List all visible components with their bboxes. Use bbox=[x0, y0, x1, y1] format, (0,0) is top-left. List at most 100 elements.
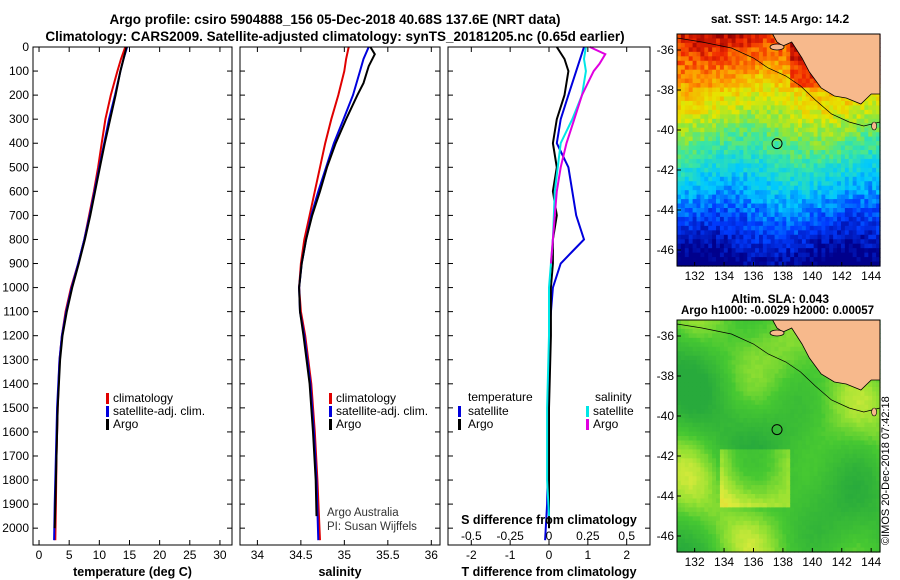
sla-cell bbox=[712, 458, 717, 464]
sst-cell bbox=[825, 234, 830, 240]
sla-cell bbox=[766, 328, 772, 334]
sst-cell bbox=[817, 127, 823, 133]
sla-cell bbox=[758, 413, 764, 419]
sst-cell bbox=[755, 34, 760, 40]
sst-cell bbox=[708, 257, 713, 263]
sla-cell bbox=[692, 467, 698, 473]
temperature-series-1 bbox=[53, 46, 129, 541]
sst-cell bbox=[677, 208, 682, 214]
sla-cell bbox=[677, 395, 682, 401]
sst-cell bbox=[677, 212, 682, 218]
sla-cell bbox=[735, 404, 741, 410]
sst-cell bbox=[840, 257, 846, 263]
sst-cell bbox=[751, 87, 756, 93]
sst-cell bbox=[747, 185, 752, 191]
sla-cell bbox=[805, 413, 811, 419]
sst-cell bbox=[848, 176, 854, 182]
sla-cell bbox=[813, 391, 819, 397]
sla-cell bbox=[704, 422, 709, 428]
sla-cell bbox=[688, 355, 694, 361]
sla-cell bbox=[786, 543, 791, 549]
sla-cell bbox=[692, 489, 698, 495]
sla-cell bbox=[805, 494, 811, 500]
sla-cell bbox=[758, 431, 764, 437]
sla-cell bbox=[716, 431, 721, 437]
sst-cell bbox=[770, 212, 776, 218]
sla-cell bbox=[704, 444, 709, 450]
sst-cell bbox=[755, 167, 760, 173]
sst-cell bbox=[716, 92, 721, 98]
sst-cell bbox=[766, 163, 772, 169]
sst-cell bbox=[739, 181, 744, 187]
sla-cell bbox=[743, 328, 748, 334]
sst-cell bbox=[829, 100, 834, 106]
sst-cell bbox=[731, 92, 737, 98]
sst-cell bbox=[798, 109, 803, 115]
sst-cell bbox=[758, 87, 764, 93]
sla-cell bbox=[708, 431, 713, 437]
sst-cell bbox=[856, 145, 862, 151]
sla-cell bbox=[747, 511, 752, 517]
sst-cell bbox=[798, 261, 803, 267]
sst-cell bbox=[712, 167, 717, 173]
sst-cell bbox=[731, 109, 737, 115]
sst-cell bbox=[751, 136, 756, 142]
sst-cell bbox=[684, 167, 690, 173]
sst-cell bbox=[794, 136, 799, 142]
sst-kangaroo-island bbox=[769, 43, 785, 51]
sst-cell bbox=[801, 154, 807, 160]
sla-cell bbox=[743, 543, 748, 549]
sst-cell bbox=[712, 96, 717, 102]
sst-cell bbox=[770, 243, 776, 249]
sst-cell bbox=[743, 239, 748, 245]
sla-cell bbox=[755, 476, 760, 482]
sla-cell bbox=[786, 378, 791, 384]
sst-cell bbox=[825, 100, 830, 106]
sla-cell bbox=[735, 337, 741, 343]
sst-cell bbox=[747, 167, 752, 173]
sst-cell bbox=[735, 261, 741, 267]
sst-cell bbox=[825, 216, 830, 222]
sla-cell bbox=[766, 507, 772, 513]
sla-cell bbox=[739, 547, 744, 553]
sst-cell bbox=[860, 257, 865, 263]
sla-cell bbox=[716, 498, 721, 504]
sst-cell bbox=[727, 234, 733, 240]
sla-cell bbox=[790, 427, 795, 433]
sst-cell bbox=[739, 78, 744, 84]
sla-cell bbox=[801, 444, 807, 450]
sst-cell bbox=[782, 109, 787, 115]
sst-cell bbox=[747, 230, 752, 236]
sst-cell bbox=[712, 221, 717, 227]
sst-cell bbox=[762, 176, 768, 182]
sla-cell bbox=[735, 529, 741, 535]
salinity-legend-swatch-2 bbox=[329, 419, 332, 430]
sst-cell bbox=[677, 78, 682, 84]
sst-cell bbox=[821, 96, 826, 102]
sst-cell bbox=[747, 87, 752, 93]
sla-cell bbox=[708, 369, 713, 375]
sla-cell bbox=[778, 346, 783, 352]
sla-cell bbox=[794, 458, 799, 464]
sst-cell bbox=[872, 167, 877, 173]
sst-cell bbox=[712, 136, 717, 142]
sst-cell bbox=[782, 212, 787, 218]
sst-cell bbox=[856, 190, 862, 196]
sst-cell bbox=[719, 185, 725, 191]
temperature-xtick-label-5: 25 bbox=[183, 548, 197, 562]
sst-cell bbox=[735, 136, 741, 142]
sla-cell bbox=[790, 511, 795, 517]
sst-cell bbox=[770, 141, 776, 147]
sla-cell bbox=[790, 364, 795, 370]
sst-cell bbox=[739, 194, 744, 200]
sla-cell bbox=[747, 467, 752, 473]
sla-cell bbox=[774, 337, 780, 343]
sla-cell bbox=[739, 543, 744, 549]
sst-cell bbox=[758, 248, 764, 254]
sst-cell bbox=[852, 230, 858, 236]
sla-cell bbox=[798, 360, 803, 366]
sst-cell bbox=[817, 132, 823, 138]
sst-cell bbox=[677, 69, 682, 75]
sla-cell bbox=[801, 480, 807, 486]
sla-cell bbox=[747, 337, 752, 343]
